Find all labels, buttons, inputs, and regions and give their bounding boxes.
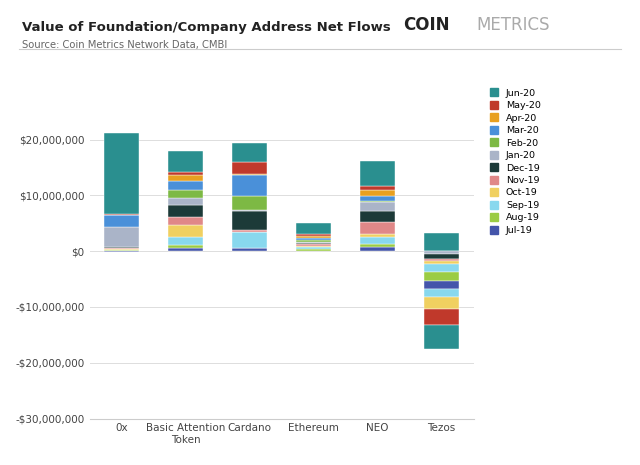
Bar bbox=[232, 162, 268, 174]
Bar bbox=[168, 181, 204, 190]
Bar bbox=[168, 205, 204, 217]
Bar bbox=[104, 214, 140, 215]
Text: COIN: COIN bbox=[403, 16, 450, 34]
Bar bbox=[424, 298, 460, 309]
Bar bbox=[424, 264, 460, 272]
Bar bbox=[424, 254, 460, 259]
Bar bbox=[168, 245, 204, 248]
Bar bbox=[104, 248, 140, 249]
Bar bbox=[360, 237, 396, 245]
Bar bbox=[424, 260, 460, 264]
Bar bbox=[232, 232, 268, 248]
Bar bbox=[168, 217, 204, 226]
Bar bbox=[360, 161, 396, 186]
Bar bbox=[168, 237, 204, 245]
Bar bbox=[424, 259, 460, 260]
Bar bbox=[168, 226, 204, 237]
Bar bbox=[360, 222, 396, 234]
Legend: Jun-20, May-20, Apr-20, Mar-20, Feb-20, Jan-20, Dec-19, Nov-19, Oct-19, Sep-19, : Jun-20, May-20, Apr-20, Mar-20, Feb-20, … bbox=[490, 88, 541, 235]
Bar bbox=[424, 251, 460, 254]
Bar bbox=[168, 190, 204, 198]
Bar bbox=[232, 196, 268, 210]
Bar bbox=[296, 246, 332, 247]
Bar bbox=[168, 172, 204, 175]
Bar bbox=[232, 210, 268, 211]
Bar bbox=[232, 143, 268, 162]
Bar bbox=[424, 289, 460, 298]
Bar bbox=[296, 245, 332, 246]
Bar bbox=[360, 211, 396, 222]
Bar bbox=[232, 175, 268, 196]
Bar bbox=[168, 248, 204, 251]
Bar bbox=[232, 248, 268, 251]
Bar bbox=[360, 245, 396, 246]
Text: METRICS: METRICS bbox=[477, 16, 550, 34]
Bar bbox=[168, 175, 204, 181]
Bar bbox=[360, 190, 396, 196]
Bar bbox=[232, 211, 268, 231]
Bar bbox=[104, 133, 140, 214]
Bar bbox=[360, 202, 396, 211]
Bar bbox=[360, 201, 396, 202]
Text: Value of Foundation/Company Address Net Flows: Value of Foundation/Company Address Net … bbox=[22, 21, 391, 34]
Bar bbox=[296, 236, 332, 238]
Bar bbox=[104, 247, 140, 248]
Bar bbox=[104, 251, 140, 252]
Bar bbox=[424, 272, 460, 281]
Bar bbox=[360, 196, 396, 201]
Bar bbox=[296, 243, 332, 245]
Bar bbox=[424, 309, 460, 325]
Bar bbox=[296, 247, 332, 249]
Bar bbox=[104, 215, 140, 227]
Bar bbox=[360, 246, 396, 251]
Bar bbox=[104, 249, 140, 250]
Bar bbox=[296, 240, 332, 242]
Bar bbox=[296, 242, 332, 243]
Text: Source: Coin Metrics Network Data, CMBI: Source: Coin Metrics Network Data, CMBI bbox=[22, 40, 228, 50]
Bar bbox=[296, 223, 332, 234]
Bar bbox=[424, 233, 460, 251]
Bar bbox=[360, 234, 396, 237]
Bar bbox=[424, 281, 460, 289]
Bar bbox=[168, 198, 204, 205]
Bar bbox=[296, 238, 332, 240]
Bar bbox=[296, 234, 332, 236]
Bar bbox=[232, 231, 268, 232]
Bar bbox=[296, 249, 332, 251]
Bar bbox=[360, 186, 396, 190]
Bar bbox=[424, 326, 460, 349]
Bar bbox=[104, 250, 140, 251]
Bar bbox=[168, 151, 204, 172]
Bar bbox=[104, 227, 140, 247]
